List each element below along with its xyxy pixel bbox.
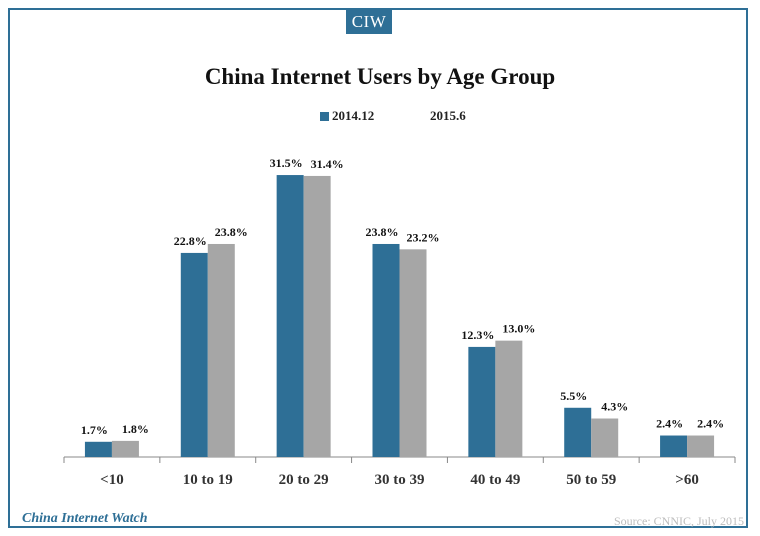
bar-2014-12-2 [276, 175, 304, 458]
bar-2015-6-0 [111, 440, 139, 457]
footer-brand: China Internet Watch [22, 511, 148, 526]
legend-swatch-2015-6 [418, 111, 427, 121]
bar-2015-6-6 [687, 435, 715, 457]
data-label-2015-6-6: 2.4% [697, 417, 724, 431]
x-tick-label: 50 to 59 [566, 472, 616, 488]
data-label-2014-12-2: 31.5% [270, 156, 303, 170]
data-label-2015-6-1: 23.8% [215, 225, 248, 239]
x-tick-label: 10 to 19 [183, 472, 233, 488]
bar-2014-12-3 [372, 243, 400, 457]
chart-title: China Internet Users by Age Group [204, 64, 556, 89]
legend-label-2015-6: 2015.6 [430, 108, 466, 123]
bar-2015-6-3 [399, 249, 427, 457]
legend-label-2014-12: 2014.12 [332, 108, 375, 123]
data-label-2014-12-6: 2.4% [656, 417, 683, 431]
data-label-2015-6-5: 4.3% [601, 400, 628, 414]
chart-legend: 2014.12 2015.6 [0, 108, 760, 126]
x-tick-label: <10 [100, 472, 124, 488]
data-label-2014-12-3: 23.8% [366, 225, 399, 239]
bar-2014-12-5 [564, 407, 592, 457]
data-label-2015-6-2: 31.4% [311, 157, 344, 171]
bar-2014-12-4 [468, 346, 496, 457]
bar-2015-6-2 [303, 175, 331, 457]
bar-2015-6-4 [495, 340, 523, 457]
data-label-2014-12-5: 5.5% [560, 389, 587, 403]
footer-source: Source: CNNIC, July 2015 [614, 514, 744, 528]
data-label-2014-12-0: 1.7% [81, 423, 108, 437]
x-tick-label: 40 to 49 [470, 472, 520, 488]
data-label-2014-12-4: 12.3% [461, 328, 494, 342]
bar-2014-12-1 [180, 252, 208, 457]
bar-2014-12-0 [84, 441, 112, 457]
bar-2015-6-5 [591, 418, 619, 457]
data-label-2015-6-0: 1.8% [122, 422, 149, 436]
data-label-2015-6-4: 13.0% [502, 322, 535, 336]
x-tick-label: >60 [675, 472, 699, 488]
legend-item-2015-6: 2015.6 [418, 108, 466, 124]
ciw-logo-badge: CIW [346, 10, 392, 34]
bar-2014-12-6 [660, 435, 688, 457]
data-label-2015-6-3: 23.2% [407, 230, 440, 244]
x-tick-label: 20 to 29 [279, 472, 329, 488]
bar-2015-6-1 [207, 243, 235, 457]
legend-swatch-2014-12 [320, 111, 329, 121]
data-label-2014-12-1: 22.8% [174, 234, 207, 248]
x-tick-label: 30 to 39 [375, 472, 425, 488]
legend-item-2014-12: 2014.12 [320, 108, 374, 124]
